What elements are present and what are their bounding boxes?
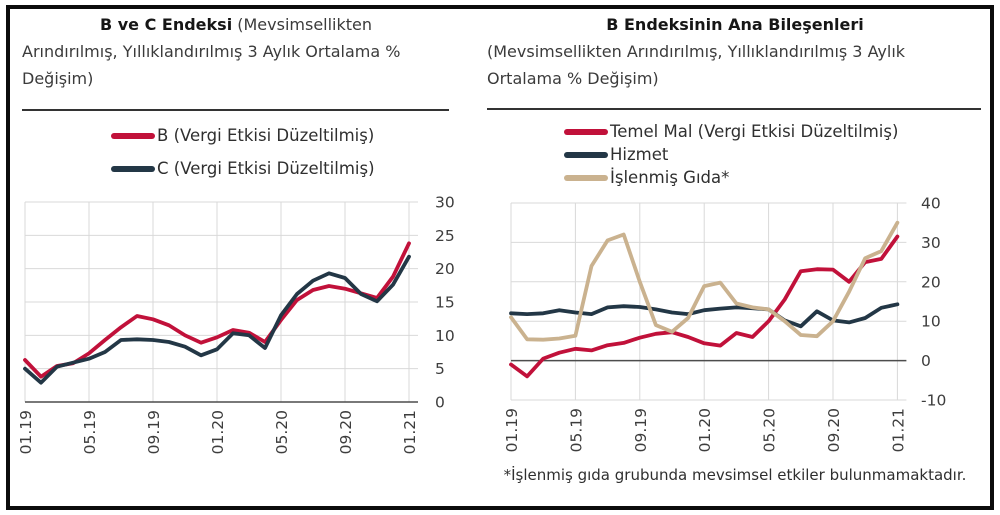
svg-text:01.19: 01.19 — [503, 408, 521, 452]
right-title-divider — [487, 108, 981, 110]
left-chart-title-line1: B ve C Endeksi (Mevsimsellikten — [22, 11, 450, 38]
legend-item-c: C (Vergi Etkisi Düzeltilmiş) — [111, 152, 375, 185]
legend-swatch-islenmis-gida-line — [564, 174, 608, 181]
svg-text:01.19: 01.19 — [17, 410, 35, 454]
svg-text:09.19: 09.19 — [145, 410, 163, 454]
svg-text:0: 0 — [921, 352, 931, 370]
svg-text:01.21: 01.21 — [401, 410, 419, 454]
svg-text:09.19: 09.19 — [632, 408, 650, 452]
left-chart-title: B ve C Endeksi (Mevsimsellikten Arındırı… — [22, 11, 450, 92]
svg-text:05.20: 05.20 — [273, 410, 291, 454]
legend-label-b: B (Vergi Etkisi Düzeltilmiş) — [157, 126, 375, 145]
legend-label-temel-mal: Temel Mal (Vergi Etkisi Düzeltilmiş) — [610, 122, 899, 141]
legend-item-hizmet: Hizmet — [564, 143, 898, 166]
svg-text:10: 10 — [921, 313, 941, 331]
svg-text:25: 25 — [435, 227, 455, 245]
left-chart-title-line1-rest: (Mevsimsellikten — [232, 15, 373, 34]
svg-text:01.20: 01.20 — [209, 410, 227, 454]
legend-label-c: C (Vergi Etkisi Düzeltilmiş) — [157, 159, 375, 178]
svg-text:30: 30 — [435, 194, 455, 212]
svg-text:5: 5 — [435, 360, 445, 378]
legend-label-hizmet: Hizmet — [610, 145, 669, 164]
svg-text:15: 15 — [435, 294, 455, 312]
svg-text:05.19: 05.19 — [567, 408, 585, 452]
svg-text:30: 30 — [921, 234, 941, 252]
left-line-chart: 0 5 10 15 20 25 30 01.19 05.19 09.19 01.20 05.20 09.… — [17, 194, 455, 455]
svg-text:10: 10 — [435, 327, 455, 345]
svg-text:01.20: 01.20 — [696, 408, 714, 452]
svg-text:01.21: 01.21 — [889, 408, 907, 452]
svg-text:-10: -10 — [921, 392, 946, 410]
left-chart-title-bold: B ve C Endeksi — [99, 15, 233, 34]
svg-text:0: 0 — [435, 394, 445, 412]
legend-item-b: B (Vergi Etkisi Düzeltilmiş) — [111, 119, 375, 152]
svg-text:05.20: 05.20 — [761, 408, 779, 452]
legend-swatch-temel-mal-line — [564, 128, 608, 135]
left-chart-legend: B (Vergi Etkisi Düzeltilmiş) C (Vergi Et… — [111, 119, 375, 185]
left-chart-title-line2: Arındırılmış, Yıllıklandırılmış 3 Aylık … — [22, 42, 401, 61]
right-line-chart: -10 0 10 20 30 40 01.19 05.19 09.19 01.20 05.20 09.… — [503, 195, 946, 453]
right-chart-title-line2: (Mevsimsellikten Arındırılmış, Yıllıklan… — [487, 42, 906, 61]
right-chart-title-line1: B Endeksinin Ana Bileşenleri — [487, 11, 983, 38]
svg-text:09.20: 09.20 — [825, 408, 843, 452]
svg-text:40: 40 — [921, 195, 941, 213]
legend-swatch-c-line — [111, 165, 155, 172]
svg-text:09.20: 09.20 — [337, 410, 355, 454]
svg-text:20: 20 — [921, 273, 941, 291]
right-chart-title-bold: B Endeksinin Ana Bileşenleri — [606, 15, 864, 34]
legend-label-islenmis-gida: İşlenmiş Gıda* — [610, 168, 730, 187]
left-chart-title-line3: Değişim) — [22, 69, 94, 88]
svg-text:20: 20 — [435, 260, 455, 278]
legend-swatch-hizmet-line — [564, 151, 608, 158]
right-chart-title: B Endeksinin Ana Bileşenleri (Mevsimsell… — [487, 11, 983, 92]
legend-item-temel-mal: Temel Mal (Vergi Etkisi Düzeltilmiş) — [564, 120, 898, 143]
figure-border-frame — [6, 5, 994, 510]
legend-swatch-b-line — [111, 132, 155, 139]
chart-footnote: *İşlenmiş gıda grubunda mevsimsel etkile… — [503, 466, 967, 484]
left-title-divider — [22, 109, 449, 111]
right-chart-legend: Temel Mal (Vergi Etkisi Düzeltilmiş) Hiz… — [564, 120, 898, 189]
right-chart-title-line3: Ortalama % Değişim) — [487, 69, 659, 88]
legend-item-islenmis-gida: İşlenmiş Gıda* — [564, 166, 898, 189]
svg-text:05.19: 05.19 — [81, 410, 99, 454]
